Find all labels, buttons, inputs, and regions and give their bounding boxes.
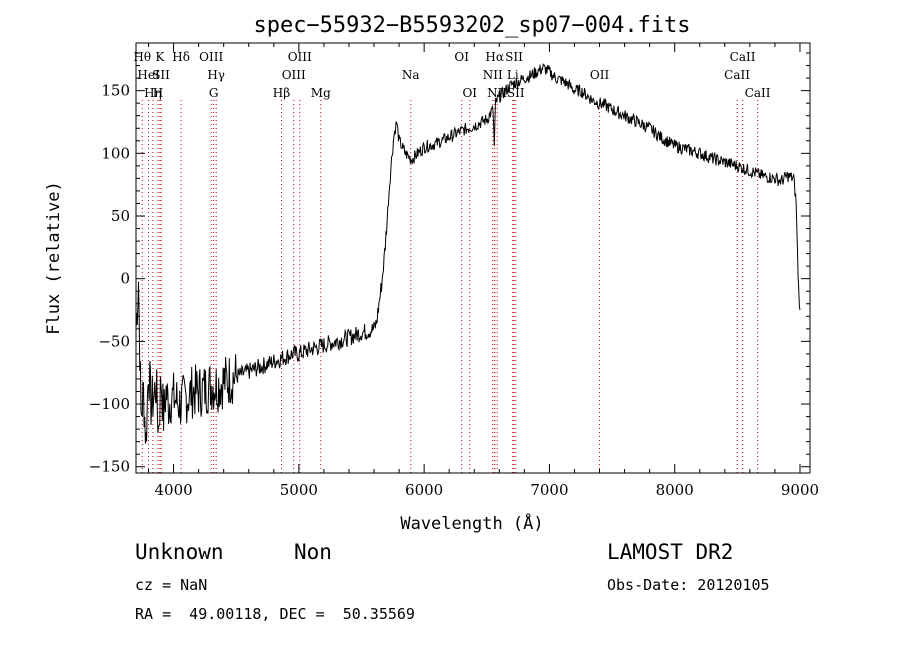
line-marker-label: Na	[402, 68, 420, 82]
line-marker-label: SII	[505, 50, 523, 64]
x-tick-label: 4000	[154, 481, 192, 499]
line-marker-label: NII	[483, 68, 503, 82]
y-tick-label: 150	[101, 82, 130, 100]
plot-frame	[135, 42, 811, 474]
redshift-cz: cz = NaN	[135, 576, 208, 594]
x-tick-label: 6000	[405, 481, 443, 499]
line-marker-label: H	[153, 86, 163, 100]
y-tick-label: 50	[111, 207, 130, 225]
x-axis-label: Wavelength (Å)	[400, 512, 543, 534]
line-marker-label: OIII	[282, 68, 306, 82]
line-marker-label: CaII	[724, 68, 750, 82]
line-marker-label: Li	[507, 68, 519, 82]
ra-dec-coordinates: RA = 49.00118, DEC = 50.35569	[135, 605, 415, 623]
line-marker-label: CaII	[730, 50, 756, 64]
line-marker-label: OIII	[288, 50, 312, 64]
y-tick-label: −100	[89, 395, 130, 413]
line-marker-label: Hδ	[172, 50, 190, 64]
spectrum-series-line	[135, 63, 801, 444]
line-marker-label: OII	[590, 68, 610, 82]
line-marker-label: Hη	[144, 86, 162, 100]
y-tick-label: −50	[98, 332, 130, 350]
line-marker-label: OI	[454, 50, 469, 64]
object-subclass: Non	[294, 540, 332, 564]
y-axis-label: Flux (relative)	[44, 181, 64, 335]
line-marker-label: Hγ	[207, 68, 225, 82]
y-tick-label: −150	[89, 458, 130, 476]
line-marker-label: HeI	[137, 68, 160, 82]
y-tick-label: 0	[120, 270, 130, 288]
line-marker-label: K	[155, 50, 165, 64]
line-marker-label: SII	[507, 86, 525, 100]
spectrum-chart: spec−55932−B5593202_sp07−004.fits HθHeIH…	[44, 13, 819, 534]
observation-date: Obs-Date: 20120105	[607, 576, 770, 594]
line-marker-label: OI	[462, 86, 477, 100]
line-marker-label: G	[209, 86, 219, 100]
line-marker-label: SII	[152, 68, 170, 82]
line-marker-label: Hβ	[273, 86, 290, 100]
x-tick-label: 5000	[280, 481, 318, 499]
x-tick-label: 7000	[530, 481, 568, 499]
line-marker-label: Mg	[311, 86, 331, 100]
object-class: Unknown	[135, 540, 224, 564]
line-marker-label: CaII	[745, 86, 771, 100]
x-tick-label: 8000	[656, 481, 694, 499]
x-tick-label: 9000	[781, 481, 819, 499]
chart-title: spec−55932−B5593202_sp07−004.fits	[253, 13, 690, 38]
survey-name: LAMOST DR2	[607, 540, 734, 564]
y-tick-label: 100	[101, 144, 130, 162]
line-marker-label: OIII	[199, 50, 223, 64]
axis-ticks: 4000 5000 6000 7000 8000 9000 −150 −100 −50 0 50 10…	[89, 43, 819, 499]
line-marker-label: Hα	[485, 50, 504, 64]
